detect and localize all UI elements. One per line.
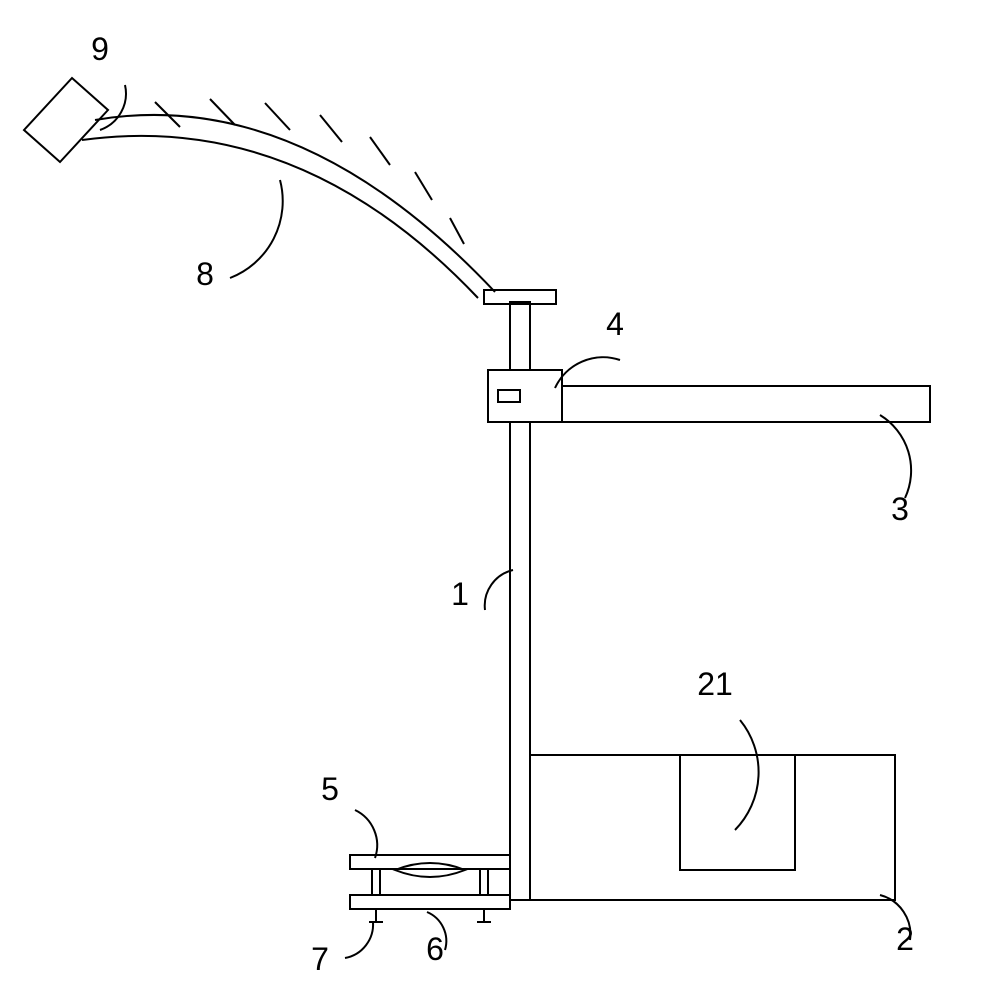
label-7: 7 (311, 941, 329, 977)
leader-4 (555, 357, 620, 388)
label-9: 9 (91, 31, 109, 67)
leader-7 (345, 922, 373, 958)
tube-hatch-3 (320, 115, 342, 142)
label-3: 3 (891, 491, 909, 527)
leader-8 (230, 180, 283, 278)
vertical-post (510, 370, 530, 900)
leader-21 (735, 720, 759, 830)
leader-1 (485, 570, 513, 610)
bracket (488, 370, 562, 422)
label-8: 8 (196, 256, 214, 292)
leader-5 (355, 810, 377, 858)
tube-hatch-4 (370, 137, 390, 165)
label-21: 21 (697, 666, 733, 702)
leader-3 (880, 415, 911, 498)
tube-hatch-2 (265, 103, 290, 130)
curved-tube-inner (82, 136, 478, 298)
curved-tube-outer (95, 115, 495, 292)
foot-bottom-plate (350, 895, 510, 909)
tube-hatch-5 (415, 172, 432, 200)
label-5: 5 (321, 771, 339, 807)
diagram-svg: 9 8 4 3 1 21 5 6 7 2 (0, 0, 995, 1000)
label-1: 1 (451, 576, 469, 612)
label-4: 4 (606, 306, 624, 342)
technical-diagram: 9 8 4 3 1 21 5 6 7 2 (0, 0, 995, 1000)
label-2: 2 (896, 921, 914, 957)
base-notch (680, 755, 795, 870)
label-6: 6 (426, 931, 444, 967)
top-stem (510, 302, 530, 370)
base-block (530, 755, 895, 900)
horizontal-arm (530, 386, 930, 422)
tube-hatch-6 (450, 218, 464, 244)
